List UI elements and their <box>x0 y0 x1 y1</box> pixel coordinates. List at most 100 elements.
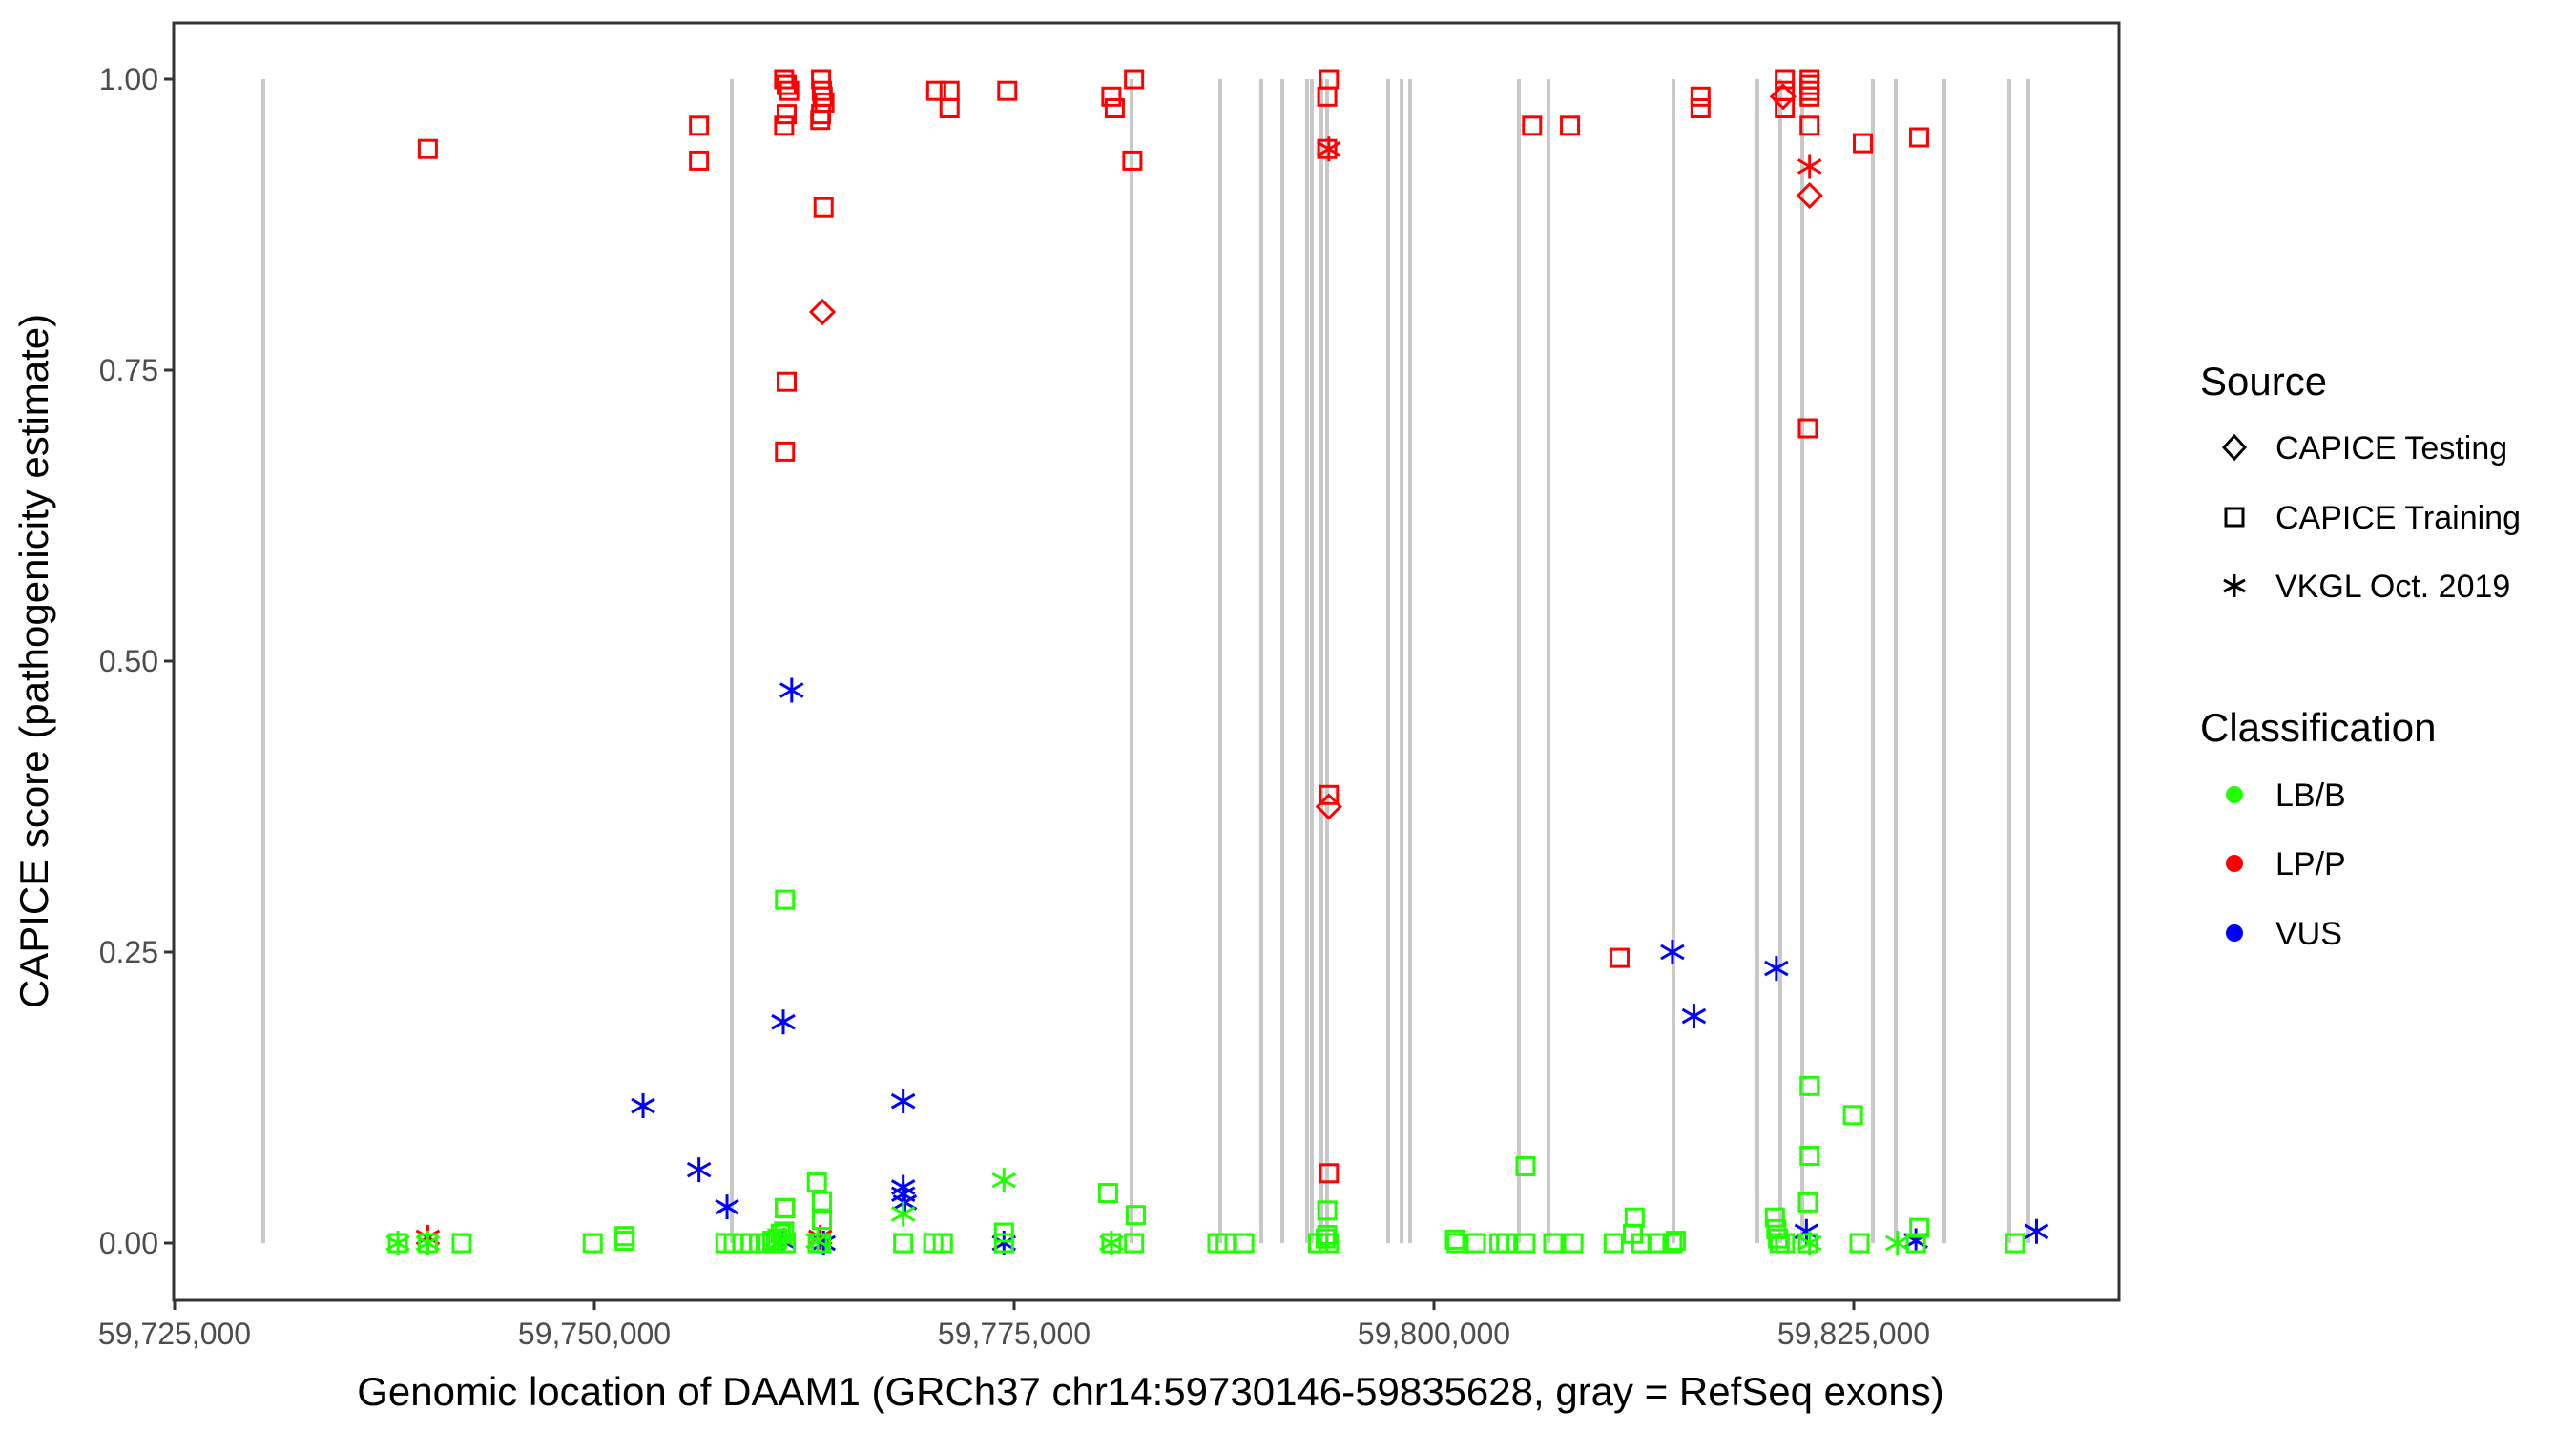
data-point-asterisk <box>991 1168 1017 1193</box>
data-point-square <box>1842 1105 1863 1126</box>
data-point-square <box>1496 1233 1517 1254</box>
data-point-square <box>1665 1231 1686 1252</box>
y-tick-label: 0.50 <box>99 644 158 678</box>
legend-label: VKGL Oct. 2019 <box>2275 569 2510 605</box>
data-point-square <box>1125 1205 1146 1226</box>
data-point-square <box>1104 98 1125 118</box>
data-point-asterisk <box>890 1089 916 1114</box>
exon-layer <box>260 79 2031 1243</box>
data-point-square <box>689 115 710 136</box>
data-point-square <box>1768 1228 1789 1249</box>
data-point-square <box>1662 1233 1683 1254</box>
asterisk-icon <box>2223 574 2246 597</box>
data-point-square <box>1319 784 1340 805</box>
data-point-asterisk <box>890 1201 916 1227</box>
data-point-square <box>993 1222 1014 1243</box>
data-point-asterisk <box>1317 136 1341 162</box>
data-point-diamond <box>1769 83 1797 111</box>
data-point-square <box>774 115 795 136</box>
data-point-square <box>775 1197 796 1218</box>
data-point-asterisk <box>686 1157 712 1183</box>
data-point-square <box>993 1233 1014 1254</box>
legend-item-capice-testing: CAPICE Testing <box>2221 430 2507 467</box>
data-point-asterisk <box>631 1093 655 1119</box>
data-point-diamond <box>808 298 837 326</box>
plot-panel <box>172 21 2121 1302</box>
data-point-square <box>417 1233 438 1254</box>
data-point-square <box>893 1233 914 1254</box>
data-point-square <box>1515 1233 1536 1254</box>
data-point-asterisk <box>892 1190 918 1215</box>
x-tick-label: 59,750,000 <box>518 1317 671 1351</box>
x-axis: 59,725,000 59,750,000 59,775,000 59,800,000… <box>98 1300 1930 1351</box>
data-point-square <box>2005 1233 2025 1254</box>
legend-label: LB/B <box>2275 778 2346 814</box>
data-point-square <box>811 1191 832 1212</box>
data-point-asterisk <box>779 677 804 703</box>
data-point-square <box>1317 138 1338 159</box>
legend-label: VUS <box>2275 916 2342 952</box>
data-point-square <box>775 889 796 910</box>
data-point-square <box>779 80 800 101</box>
point-layer <box>385 69 2049 1255</box>
data-point-square <box>774 1221 795 1242</box>
legend-item-lbb: LB/B <box>2226 778 2346 814</box>
data-point-square <box>1563 1233 1584 1254</box>
data-point-square <box>775 1197 796 1218</box>
data-point-square <box>689 150 710 171</box>
legend-title-source: Source <box>2200 359 2327 404</box>
data-point-square <box>1101 86 1122 107</box>
y-tick-label: 0.25 <box>99 935 158 969</box>
data-point-square <box>1908 127 1929 148</box>
x-tick-label: 59,775,000 <box>938 1317 1091 1351</box>
data-point-asterisk <box>1885 1231 1910 1255</box>
data-point-square <box>1515 1155 1536 1176</box>
data-point-square <box>1624 1207 1645 1228</box>
data-point-square <box>1101 1233 1122 1254</box>
data-point-asterisk <box>1660 940 1685 964</box>
data-point-asterisk <box>2024 1218 2049 1244</box>
data-point-square <box>1797 1192 1818 1213</box>
data-point-square <box>1775 98 1796 118</box>
legend-label: CAPICE Training <box>2275 500 2521 536</box>
data-point-square <box>1446 1233 1467 1254</box>
data-point-square <box>777 371 798 392</box>
data-point-square <box>1799 1146 1820 1166</box>
data-point-square <box>1905 1233 1926 1254</box>
diamond-icon <box>2221 433 2248 462</box>
legend: Source CAPICE Testing CAPICE Training VK… <box>2200 359 2521 952</box>
legend-item-vkgl: VKGL Oct. 2019 <box>2223 569 2510 605</box>
data-point-square <box>1317 1200 1338 1221</box>
data-point-square <box>1317 86 1338 107</box>
data-point-square <box>1319 1233 1340 1254</box>
data-point-square <box>1543 1233 1564 1254</box>
data-point-square <box>806 1172 827 1193</box>
data-point-asterisk <box>1797 154 1822 179</box>
data-point-square <box>1690 98 1711 118</box>
legend-title-classification: Classification <box>2200 705 2436 750</box>
data-point-asterisk <box>771 1009 796 1035</box>
data-point-square <box>1097 1183 1118 1204</box>
data-point-square <box>417 138 438 159</box>
data-point-square <box>1444 1229 1465 1250</box>
data-point-square <box>1122 150 1143 171</box>
data-point-diamond <box>1315 793 1342 820</box>
data-point-square <box>387 1233 408 1254</box>
data-point-square <box>614 1226 635 1247</box>
data-point-square <box>1799 1075 1820 1096</box>
data-point-square <box>1465 1233 1486 1254</box>
data-point-diamond <box>1796 181 1823 210</box>
data-point-asterisk <box>1681 1004 1707 1029</box>
data-point-square <box>813 197 834 218</box>
green-dot-icon <box>2226 786 2243 803</box>
data-point-square <box>939 98 960 118</box>
x-tick-label: 59,800,000 <box>1358 1317 1510 1351</box>
data-point-square <box>932 1233 953 1254</box>
data-point-square <box>1799 115 1820 136</box>
red-dot-icon <box>2226 855 2243 872</box>
y-tick-label: 1.00 <box>99 62 158 96</box>
x-tick-label: 59,825,000 <box>1777 1317 1930 1351</box>
data-point-square <box>1124 1233 1145 1254</box>
data-point-square <box>811 69 832 90</box>
data-point-square <box>807 1233 828 1254</box>
